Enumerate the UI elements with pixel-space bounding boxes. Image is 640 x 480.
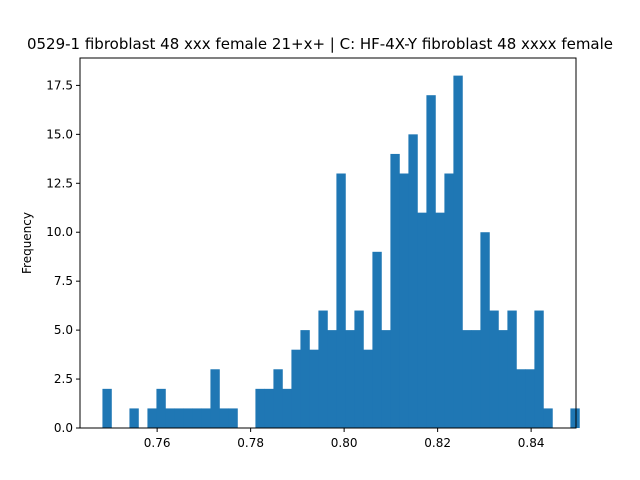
histogram-bar [201,408,211,428]
histogram-bar [156,388,166,428]
histogram-bar [390,153,400,428]
chart-title: 0529-1 fibroblast 48 xxx female 21+x+ | … [27,35,613,53]
histogram-bar [327,330,337,428]
y-tick-label: 12.5 [46,176,73,190]
histogram-bar [372,251,382,428]
histogram-bar [336,173,346,428]
histogram-bar [264,388,274,428]
x-tick-label: 0.84 [518,436,545,450]
histogram-bar [318,310,328,428]
histogram-bar [399,173,409,428]
histogram-bar [129,408,139,428]
y-tick-label: 10.0 [46,225,73,239]
histogram-bar [192,408,202,428]
x-tick-label: 0.76 [144,436,171,450]
x-tick-label: 0.82 [424,436,451,450]
histogram-bar [147,408,157,428]
bars-group [102,75,580,429]
histogram-bar [426,95,436,428]
histogram-bar [219,408,229,428]
histogram-bar [462,330,472,428]
histogram-bar [273,369,283,428]
histogram-bar [498,330,508,428]
histogram-bar [300,330,310,428]
histogram-bar [102,388,112,428]
histogram-bar [507,310,517,428]
histogram-bar [417,212,427,428]
histogram-bar [489,310,499,428]
histogram-bar [354,310,364,428]
y-axis-label: Frequency [20,212,34,274]
histogram-bar [255,388,265,428]
histogram-bar [309,349,319,428]
histogram-bar [174,408,184,428]
histogram-bar [282,388,292,428]
histogram-bar [291,349,301,428]
y-tick-label: 2.5 [54,372,73,386]
histogram-bar [534,310,544,428]
histogram-bar [444,173,454,428]
histogram-bar [210,369,220,428]
histogram-bar [183,408,193,428]
x-tick-label: 0.78 [237,436,264,450]
histogram-bar [435,212,445,428]
y-tick-label: 15.0 [46,127,73,141]
histogram-bar [543,408,553,428]
histogram-bar [381,330,391,428]
histogram-bar [228,408,238,428]
histogram-bar [453,75,463,429]
plot-frame [79,57,577,429]
histogram-bar [480,232,490,428]
histogram-bar [516,369,526,428]
histogram-bar [363,349,373,428]
y-axis-ticks: 0.0 2.5 5.0 7.5 10.0 12.5 15.0 17.5 [46,78,80,435]
histogram-bar [525,369,535,428]
histogram-bar [165,408,175,428]
y-tick-label: 5.0 [54,323,73,337]
x-tick-label: 0.80 [331,436,358,450]
histogram-bar [570,408,580,428]
y-tick-label: 0.0 [54,421,73,435]
histogram-bar [408,134,418,428]
y-tick-label: 17.5 [46,78,73,92]
histogram-bar [345,330,355,428]
x-axis-ticks: 0.76 0.78 0.80 0.82 0.84 [144,428,545,450]
histogram-bar [471,330,481,428]
y-tick-label: 7.5 [54,274,73,288]
